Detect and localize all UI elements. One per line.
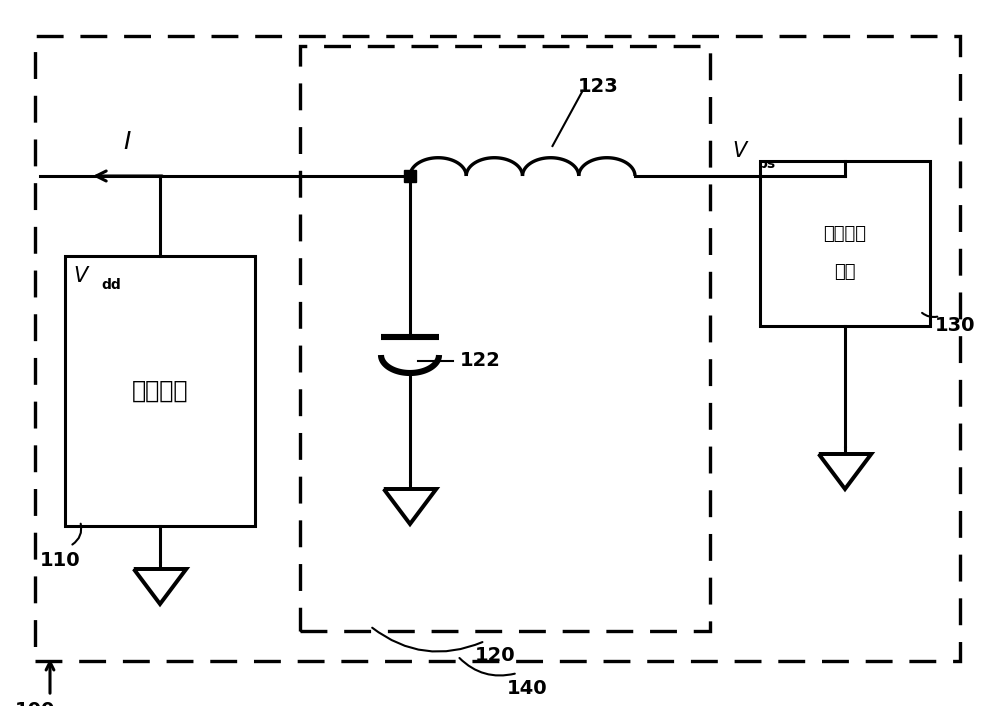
- Bar: [760, 161, 930, 326]
- Text: 100: 100: [15, 701, 55, 706]
- Text: $\mathit{I}$: $\mathit{I}$: [123, 130, 132, 154]
- Text: 电路: 电路: [834, 263, 856, 280]
- Text: 集成电路: 集成电路: [132, 379, 188, 403]
- Text: $V$: $V$: [732, 141, 750, 161]
- Text: 120: 120: [475, 646, 515, 665]
- Text: ps: ps: [758, 157, 776, 171]
- Text: $V$: $V$: [73, 266, 90, 286]
- Text: 110: 110: [40, 551, 81, 570]
- Bar: [65, 256, 255, 526]
- Text: 140: 140: [507, 679, 548, 698]
- Bar: [35, 36, 960, 661]
- Text: 123: 123: [578, 76, 618, 95]
- Bar: [300, 46, 710, 631]
- Text: 122: 122: [460, 352, 501, 371]
- Text: 130: 130: [935, 316, 976, 335]
- Text: 电源供应: 电源供应: [823, 225, 866, 242]
- Text: dd: dd: [101, 278, 121, 292]
